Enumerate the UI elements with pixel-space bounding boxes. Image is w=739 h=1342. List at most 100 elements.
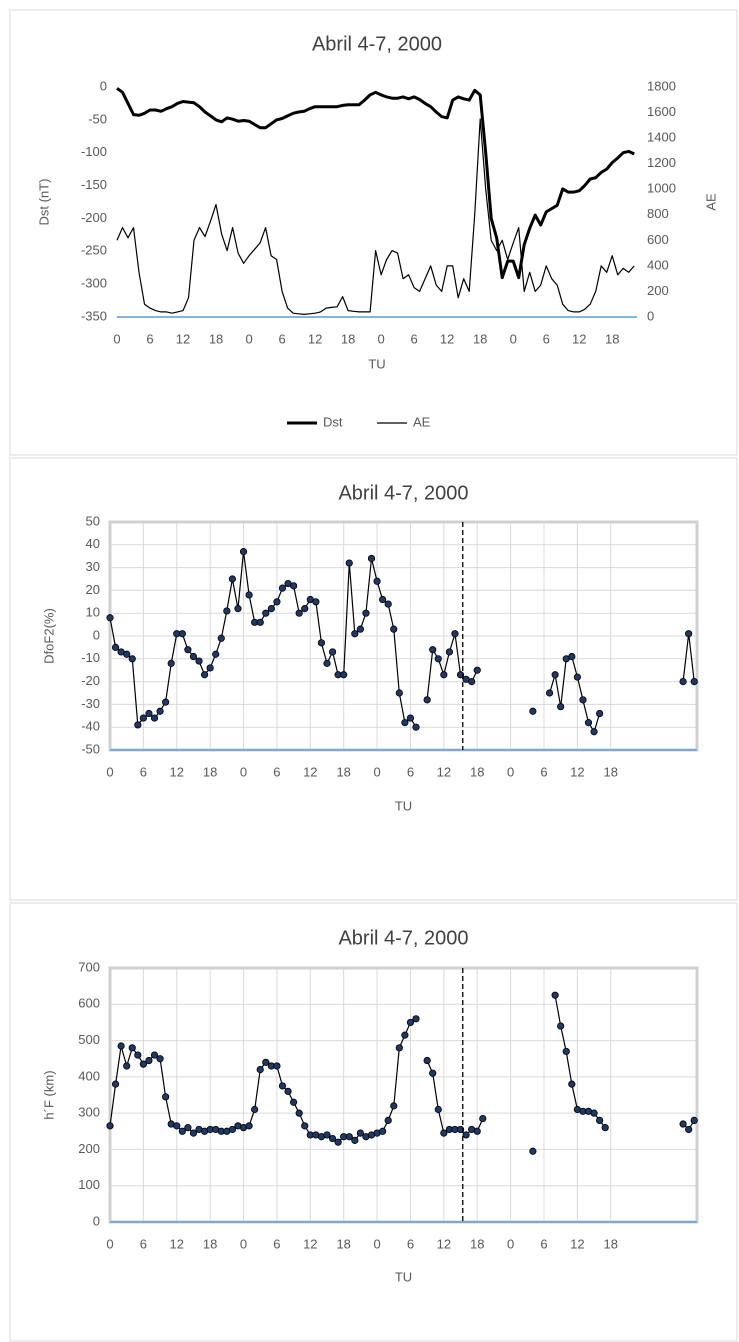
- data-point: [334, 1138, 342, 1146]
- data-point: [440, 1129, 448, 1137]
- data-point: [111, 643, 120, 652]
- data-point: [267, 605, 275, 613]
- data-point: [412, 1015, 420, 1023]
- data-point: [184, 646, 192, 654]
- data-point: [223, 607, 231, 615]
- data-point: [273, 598, 281, 606]
- data-point: [123, 650, 131, 658]
- data-point: [562, 1047, 570, 1056]
- y-axis-label: Dst (nT): [36, 179, 51, 226]
- data-point: [345, 1133, 353, 1141]
- data-point: [401, 719, 409, 727]
- data-point: [590, 728, 598, 736]
- x-tick-label: 0: [510, 331, 517, 346]
- x-tick-label: 0: [240, 764, 247, 779]
- data-point: [384, 600, 392, 608]
- data-point: [551, 991, 559, 999]
- y-tick-label: 200: [78, 1141, 100, 1156]
- data-point: [434, 1105, 442, 1114]
- data-point: [284, 1087, 292, 1095]
- data-point: [128, 1044, 136, 1052]
- data-point: [462, 1131, 470, 1139]
- data-point: [596, 1116, 604, 1125]
- data-point: [384, 1116, 392, 1125]
- data-point: [545, 689, 554, 697]
- y-tick-label: 40: [86, 536, 100, 551]
- data-point: [362, 609, 370, 617]
- x-tick-label: 0: [507, 764, 514, 779]
- x-tick-label: 6: [146, 331, 153, 346]
- panel-frame: [9, 902, 738, 1342]
- x-tick-label: 0: [378, 331, 385, 346]
- series-line: [109, 995, 695, 1143]
- data-point: [189, 1129, 198, 1137]
- data-point: [328, 648, 337, 656]
- data-point: [245, 591, 253, 599]
- data-point: [451, 630, 459, 638]
- x-tick-label: 18: [470, 764, 484, 779]
- data-point: [390, 625, 398, 633]
- data-point: [134, 1051, 142, 1059]
- data-point: [473, 1127, 481, 1135]
- data-point: [423, 696, 431, 704]
- x-tick-label: 12: [176, 331, 190, 346]
- data-point: [557, 703, 565, 711]
- data-point: [106, 1122, 114, 1130]
- x-tick-label: 6: [407, 764, 414, 779]
- x-tick-label: 12: [570, 1236, 584, 1251]
- x-axis-label: TU: [395, 1269, 412, 1284]
- data-point: [573, 673, 581, 681]
- x-tick-label: 12: [440, 331, 454, 346]
- data-point: [278, 584, 287, 592]
- y-tick-label: -10: [81, 650, 100, 665]
- data-point: [351, 1136, 359, 1144]
- x-tick-label: 12: [572, 331, 586, 346]
- x-tick-label: 0: [106, 1236, 113, 1251]
- data-point: [328, 1134, 337, 1143]
- panel-frame: [9, 457, 738, 901]
- data-point: [234, 605, 242, 613]
- data-point: [301, 1122, 309, 1130]
- x-tick-label: 12: [437, 1236, 451, 1251]
- y2-axis-label: AE: [703, 193, 718, 211]
- series-line: [116, 87, 635, 280]
- data-point: [290, 582, 298, 590]
- y-tick-label: 100: [78, 1177, 100, 1192]
- data-point: [440, 671, 448, 679]
- data-point: [195, 657, 203, 665]
- data-point: [412, 723, 420, 731]
- data-point: [434, 655, 442, 663]
- data-point: [145, 1056, 153, 1065]
- y-tick-label: 20: [86, 582, 100, 597]
- x-tick-label: 12: [170, 1236, 184, 1251]
- data-point: [184, 1124, 192, 1132]
- x-tick-label: 18: [336, 1236, 350, 1251]
- data-point: [217, 634, 225, 642]
- data-point: [128, 655, 136, 663]
- data-point: [557, 1022, 565, 1030]
- data-point: [290, 1098, 298, 1106]
- y-tick-label: 0: [93, 627, 100, 642]
- y-tick-label: -50: [88, 111, 107, 126]
- x-tick-label: 6: [407, 1236, 414, 1251]
- y2-tick-label: 600: [647, 232, 669, 247]
- data-point: [406, 1018, 415, 1027]
- data-point: [273, 1062, 281, 1070]
- data-point: [150, 714, 159, 722]
- x-tick-label: 0: [373, 1236, 380, 1251]
- y-tick-label: -40: [81, 719, 100, 734]
- chart-title: Abril 4-7, 2000: [312, 33, 442, 55]
- legend-label: Dst: [323, 414, 343, 429]
- y-tick-label: -200: [81, 210, 107, 225]
- data-point: [256, 1066, 264, 1074]
- data-point: [117, 1042, 125, 1050]
- y-tick-label: 0: [100, 78, 107, 93]
- y-tick-label: 10: [86, 605, 100, 620]
- y-tick-label: 700: [78, 959, 100, 974]
- x-tick-label: 6: [140, 764, 147, 779]
- data-point: [529, 707, 537, 715]
- x-tick-label: 18: [605, 331, 619, 346]
- data-point: [323, 659, 331, 667]
- y2-tick-label: 1800: [647, 78, 676, 93]
